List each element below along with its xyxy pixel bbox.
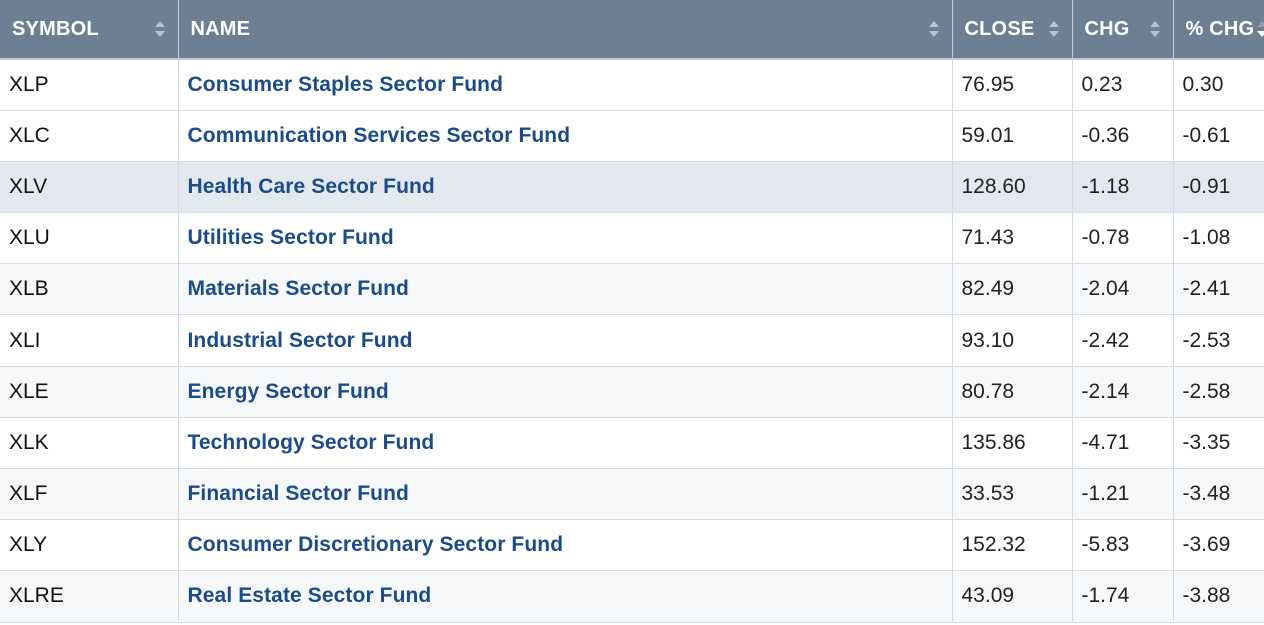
fund-name-link[interactable]: Communication Services Sector Fund (178, 110, 953, 162)
symbol-cell: XLK (0, 417, 179, 470)
header-row: SYMBOL NAME CLOSE CHG (0, 0, 1264, 60)
symbol-cell: XLC (0, 110, 179, 162)
fund-name-link[interactable]: Consumer Staples Sector Fund (178, 59, 953, 111)
symbol-cell: XLV (0, 161, 179, 214)
column-header-pct-chg[interactable]: % CHG (1173, 0, 1264, 60)
pct-chg-cell: -1.08 (1173, 212, 1264, 265)
fund-name-link[interactable]: Technology Sector Fund (178, 417, 953, 470)
pct-chg-cell: -0.61 (1173, 110, 1264, 162)
fund-name[interactable]: Consumer Staples Sector Fund (187, 72, 504, 96)
close-cell: 76.95 (952, 59, 1073, 111)
pct-chg-cell: -3.88 (1173, 570, 1264, 623)
fund-name[interactable]: Utilities Sector Fund (187, 226, 394, 250)
chg-cell: -4.71 (1072, 417, 1174, 470)
fund-name-link[interactable]: Materials Sector Fund (178, 263, 953, 316)
column-header-chg[interactable]: CHG (1072, 0, 1174, 60)
close-cell: 128.60 (952, 161, 1073, 214)
table-row: XLV Health Care Sector Fund 128.60 -1.18… (0, 161, 1264, 214)
fund-name-link[interactable]: Financial Sector Fund (178, 468, 953, 521)
symbol-cell: XLE (0, 366, 179, 418)
symbol-cell: XLRE (0, 570, 179, 623)
column-header-close[interactable]: CLOSE (952, 0, 1073, 60)
fund-name[interactable]: Consumer Discretionary Sector Fund (187, 533, 564, 557)
close-cell: 152.32 (952, 519, 1073, 572)
symbol-cell: XLI (0, 314, 179, 367)
fund-name-link[interactable]: Real Estate Sector Fund (178, 570, 953, 623)
symbol-cell: XLP (0, 59, 179, 111)
fund-name[interactable]: Energy Sector Fund (187, 379, 389, 403)
close-cell: 82.49 (952, 263, 1073, 316)
chg-cell: -2.04 (1072, 263, 1174, 316)
pct-chg-cell: -2.58 (1173, 366, 1264, 418)
close-cell: 80.78 (952, 366, 1073, 418)
column-header-name[interactable]: NAME (178, 0, 953, 60)
column-header-label: % CHG (1185, 17, 1255, 40)
chg-cell: -0.78 (1072, 212, 1174, 265)
pct-chg-cell: -2.53 (1173, 314, 1264, 367)
sort-icon[interactable] (1048, 19, 1060, 39)
sort-down-icon[interactable] (1256, 19, 1264, 39)
chg-cell: -2.14 (1072, 366, 1174, 418)
fund-name[interactable]: Industrial Sector Fund (187, 328, 413, 352)
pct-chg-cell: -3.35 (1173, 417, 1264, 470)
close-cell: 71.43 (952, 212, 1073, 265)
fund-name-link[interactable]: Industrial Sector Fund (178, 314, 953, 367)
chg-cell: -1.21 (1072, 468, 1174, 521)
table-row: XLU Utilities Sector Fund 71.43 -0.78 -1… (0, 212, 1264, 265)
chg-cell: -1.74 (1072, 570, 1174, 623)
column-header-label: SYMBOL (12, 17, 99, 40)
fund-name[interactable]: Financial Sector Fund (187, 482, 409, 506)
pct-chg-cell: -3.69 (1173, 519, 1264, 572)
close-cell: 135.86 (952, 417, 1073, 470)
pct-chg-cell: -2.41 (1173, 263, 1264, 316)
fund-name-link[interactable]: Consumer Discretionary Sector Fund (178, 519, 953, 572)
column-header-symbol[interactable]: SYMBOL (0, 0, 179, 60)
table-row: XLY Consumer Discretionary Sector Fund 1… (0, 519, 1264, 572)
table-row: XLE Energy Sector Fund 80.78 -2.14 -2.58 (0, 366, 1264, 418)
chg-cell: -1.18 (1072, 161, 1174, 214)
chg-cell: -2.42 (1072, 314, 1174, 367)
close-cell: 43.09 (952, 570, 1073, 623)
table-body: XLP Consumer Staples Sector Fund 76.95 0… (0, 59, 1264, 623)
column-header-label: CHG (1084, 17, 1130, 40)
symbol-cell: XLF (0, 468, 179, 521)
pct-chg-cell: -0.91 (1173, 161, 1264, 214)
table-row: XLC Communication Services Sector Fund 5… (0, 110, 1264, 162)
close-cell: 59.01 (952, 110, 1073, 162)
chg-cell: -5.83 (1072, 519, 1174, 572)
fund-name[interactable]: Communication Services Sector Fund (187, 123, 571, 147)
close-cell: 93.10 (952, 314, 1073, 367)
pct-chg-cell: 0.30 (1173, 59, 1264, 111)
fund-name[interactable]: Technology Sector Fund (187, 430, 435, 454)
chg-cell: 0.23 (1072, 59, 1174, 111)
table-header: SYMBOL NAME CLOSE CHG (0, 0, 1264, 60)
table-row: XLRE Real Estate Sector Fund 43.09 -1.74… (0, 570, 1264, 623)
sort-icon[interactable] (154, 19, 166, 39)
fund-name[interactable]: Materials Sector Fund (187, 277, 409, 301)
table-row: XLB Materials Sector Fund 82.49 -2.04 -2… (0, 263, 1264, 316)
column-header-label: NAME (190, 17, 251, 40)
fund-name[interactable]: Health Care Sector Fund (187, 174, 435, 198)
sort-icon[interactable] (928, 19, 940, 39)
sort-icon[interactable] (1149, 19, 1161, 39)
symbol-cell: XLY (0, 519, 179, 572)
table-row: XLP Consumer Staples Sector Fund 76.95 0… (0, 59, 1264, 111)
fund-name-link[interactable]: Utilities Sector Fund (178, 212, 953, 265)
close-cell: 33.53 (952, 468, 1073, 521)
symbol-cell: XLB (0, 263, 179, 316)
fund-name-link[interactable]: Energy Sector Fund (178, 366, 953, 418)
table-row: XLI Industrial Sector Fund 93.10 -2.42 -… (0, 314, 1264, 367)
symbol-cell: XLU (0, 212, 179, 265)
chg-cell: -0.36 (1072, 110, 1174, 162)
column-header-label: CLOSE (964, 17, 1035, 40)
pct-chg-cell: -3.48 (1173, 468, 1264, 521)
table-row: XLK Technology Sector Fund 135.86 -4.71 … (0, 417, 1264, 470)
fund-name[interactable]: Real Estate Sector Fund (187, 584, 432, 608)
table-row: XLF Financial Sector Fund 33.53 -1.21 -3… (0, 468, 1264, 521)
fund-name-link[interactable]: Health Care Sector Fund (178, 161, 953, 214)
